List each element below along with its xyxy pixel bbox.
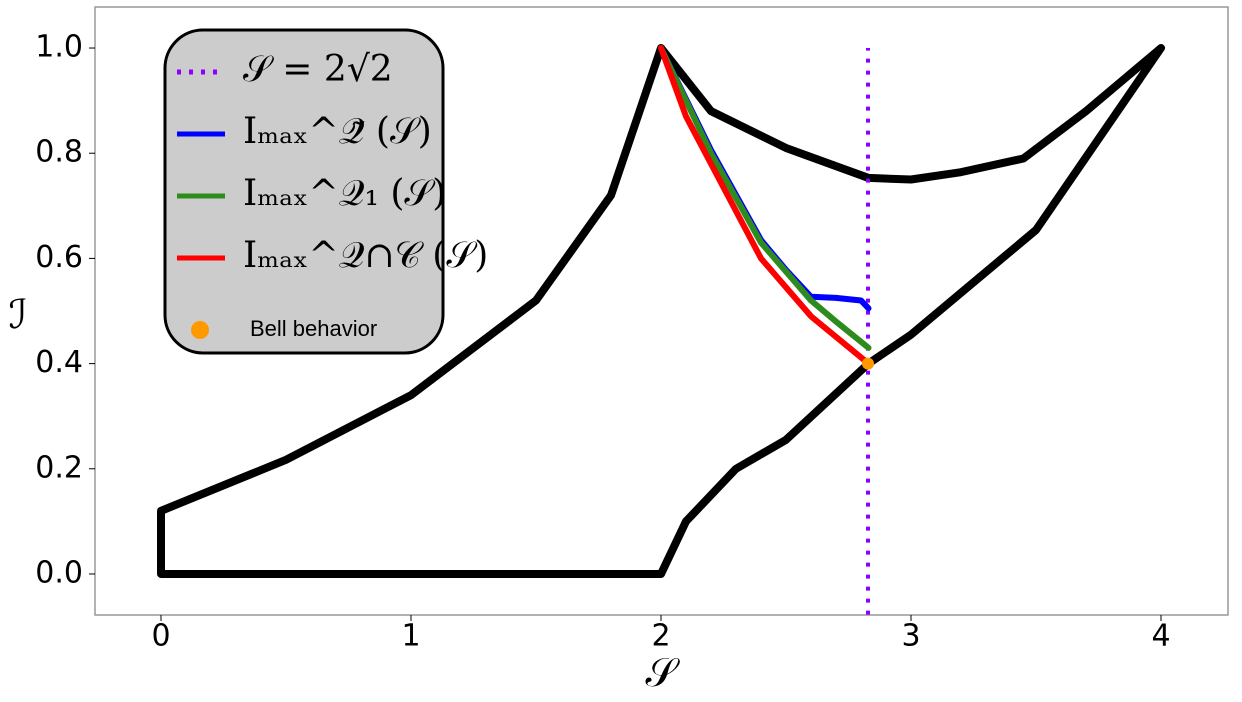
- x-tick-label: 2: [651, 619, 670, 654]
- legend-box: [163, 28, 445, 355]
- legend-label: Bell behavior: [250, 316, 377, 341]
- data-point: [862, 357, 874, 370]
- x-tick-label: 1: [401, 619, 420, 654]
- x-tick-label: 3: [901, 619, 920, 654]
- legend-marker: [191, 321, 209, 339]
- series-line: [658, 45, 872, 351]
- y-tick-label: 0.4: [35, 345, 83, 380]
- legend-label: Iₘₐₓ^𝒬₁ (𝒮): [243, 173, 446, 214]
- y-tick-label: 0.2: [35, 450, 83, 485]
- y-tick-label: 1.0: [35, 30, 83, 65]
- series-line: [658, 45, 872, 367]
- y-tick-label: 0.0: [35, 555, 83, 590]
- x-tick-label: 0: [151, 619, 170, 654]
- legend-label: Iₘₐₓ^𝒬̃ (𝒮): [243, 111, 432, 152]
- legend-label: Iₘₐₓ^𝒬∩𝒞 (𝒮): [243, 235, 488, 276]
- plot-area: [157, 44, 1165, 615]
- y-tick-label: 0.6: [35, 240, 83, 275]
- x-axis-label: 𝒮: [646, 650, 681, 696]
- x-tick-label: 4: [1151, 619, 1170, 654]
- y-tick-label: 0.8: [35, 135, 83, 170]
- boundary-line: [157, 44, 1165, 578]
- y-axis-label: ℐ: [9, 292, 28, 338]
- legend-label: 𝒮 = 2√2: [243, 49, 393, 90]
